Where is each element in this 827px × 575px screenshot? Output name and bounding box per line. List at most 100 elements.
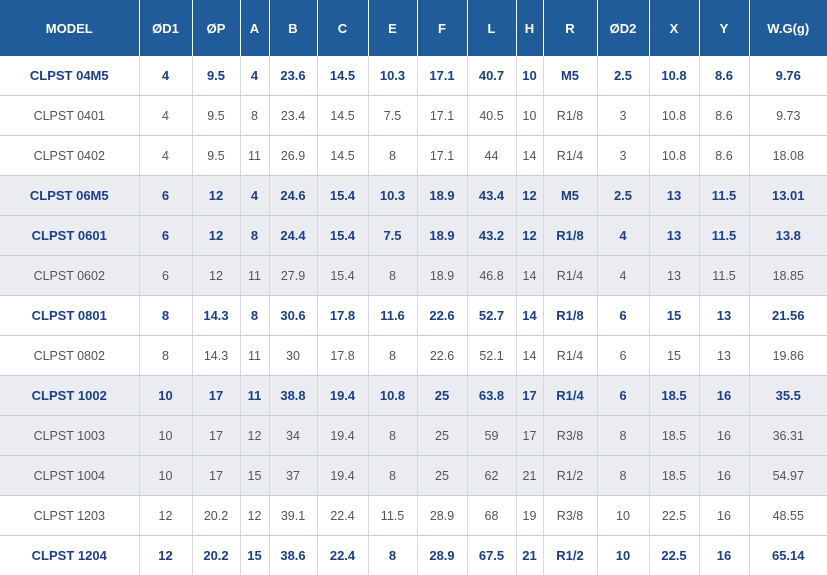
model-cell: CLPST 0802 [0,336,139,376]
table-cell: 18.85 [749,256,827,296]
column-header: MODEL [0,0,139,56]
column-header: ØD2 [597,0,649,56]
table-cell: 25 [417,416,467,456]
table-cell: 10 [516,56,543,96]
model-cell: CLPST 04M5 [0,56,139,96]
table-cell: 12 [516,216,543,256]
column-header: H [516,0,543,56]
table-cell: 39.1 [269,496,317,536]
table-cell: 63.8 [467,376,516,416]
table-cell: 38.6 [269,536,317,575]
table-cell: 13 [699,296,749,336]
table-cell: 19.4 [317,416,368,456]
table-cell: R1/8 [543,296,597,336]
table-cell: 10 [597,496,649,536]
table-cell: 30 [269,336,317,376]
table-cell: 8.6 [699,96,749,136]
table-cell: M5 [543,56,597,96]
table-cell: 12 [139,496,192,536]
table-cell: 10.8 [649,56,699,96]
table-cell: 17.8 [317,336,368,376]
table-cell: 4 [139,56,192,96]
model-cell: CLPST 0602 [0,256,139,296]
table-cell: 9.5 [192,96,240,136]
table-cell: 8.6 [699,136,749,176]
table-cell: 21 [516,536,543,575]
table-cell: 8.6 [699,56,749,96]
table-cell: 11 [240,256,269,296]
table-cell: 12 [240,496,269,536]
table-cell: 14 [516,136,543,176]
table-cell: 9.5 [192,136,240,176]
table-cell: 9.73 [749,96,827,136]
table-cell: 14.5 [317,136,368,176]
table-cell: 15.4 [317,256,368,296]
table-cell: 14.3 [192,336,240,376]
table-cell: 22.6 [417,296,467,336]
table-cell: 30.6 [269,296,317,336]
table-cell: 10.8 [649,136,699,176]
table-cell: 22.4 [317,496,368,536]
table-cell: 68 [467,496,516,536]
table-cell: 12 [240,416,269,456]
table-cell: 11 [240,376,269,416]
table-cell: 46.8 [467,256,516,296]
table-cell: 14 [516,256,543,296]
table-cell: 43.4 [467,176,516,216]
table-cell: 10 [139,456,192,496]
table-cell: 21.56 [749,296,827,336]
table-cell: 48.55 [749,496,827,536]
table-cell: 4 [240,176,269,216]
table-cell: 40.7 [467,56,516,96]
table-cell: 19.4 [317,376,368,416]
table-cell: 17 [192,416,240,456]
table-cell: 13.8 [749,216,827,256]
table-cell: 6 [597,296,649,336]
table-cell: 40.5 [467,96,516,136]
table-cell: 15.4 [317,216,368,256]
table-cell: 4 [597,216,649,256]
table-cell: 17.1 [417,96,467,136]
table-cell: 8 [240,216,269,256]
table-cell: 22.5 [649,536,699,575]
table-cell: 8 [597,456,649,496]
table-cell: 24.6 [269,176,317,216]
table-cell: 13 [649,256,699,296]
table-cell: 11.5 [699,176,749,216]
column-header: ØD1 [139,0,192,56]
table-cell: 17.1 [417,56,467,96]
table-cell: 11.5 [699,256,749,296]
table-cell: 10 [139,416,192,456]
column-header: W.G(g) [749,0,827,56]
table-cell: 4 [240,56,269,96]
table-cell: 14 [516,296,543,336]
table-cell: R3/8 [543,496,597,536]
table-cell: 37 [269,456,317,496]
table-cell: 67.5 [467,536,516,575]
table-cell: 18.08 [749,136,827,176]
table-cell: 6 [139,256,192,296]
table-cell: 19.86 [749,336,827,376]
table-cell: 11 [240,136,269,176]
table-cell: 16 [699,536,749,575]
table-cell: 12 [516,176,543,216]
table-cell: 20.2 [192,536,240,575]
table-cell: 13.01 [749,176,827,216]
column-header: ØP [192,0,240,56]
table-cell: 8 [368,336,417,376]
table-cell: 25 [417,456,467,496]
model-cell: CLPST 06M5 [0,176,139,216]
table-cell: 21 [516,456,543,496]
column-header: R [543,0,597,56]
table-cell: 12 [192,216,240,256]
